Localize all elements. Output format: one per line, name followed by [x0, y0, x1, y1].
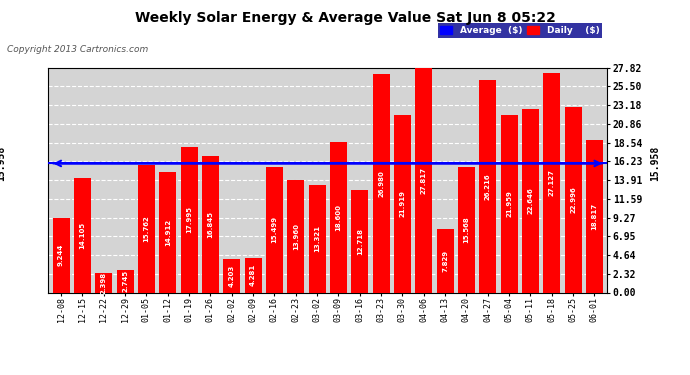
- Text: 4.203: 4.203: [229, 264, 235, 286]
- Bar: [543, 73, 560, 292]
- Text: 18.600: 18.600: [335, 204, 342, 231]
- Text: 14.912: 14.912: [165, 219, 170, 246]
- Bar: [224, 258, 240, 292]
- Bar: [74, 178, 91, 292]
- Text: Weekly Solar Energy & Average Value Sat Jun 8 05:22: Weekly Solar Energy & Average Value Sat …: [135, 11, 555, 25]
- Text: 13.321: 13.321: [314, 225, 320, 252]
- Bar: [415, 68, 432, 292]
- Text: 26.216: 26.216: [485, 173, 491, 200]
- Text: 27.127: 27.127: [549, 170, 555, 196]
- Text: 2.398: 2.398: [101, 272, 107, 294]
- Bar: [351, 190, 368, 292]
- Bar: [244, 258, 262, 292]
- Bar: [266, 167, 283, 292]
- Text: 13.960: 13.960: [293, 222, 299, 249]
- Text: 15.958: 15.958: [0, 146, 6, 181]
- Text: Copyright 2013 Cartronics.com: Copyright 2013 Cartronics.com: [7, 45, 148, 54]
- Text: 2.745: 2.745: [122, 270, 128, 292]
- Bar: [287, 180, 304, 292]
- Text: 12.718: 12.718: [357, 228, 363, 255]
- Text: 18.817: 18.817: [591, 203, 598, 230]
- Text: 21.959: 21.959: [506, 190, 512, 217]
- Text: 15.958: 15.958: [650, 146, 660, 181]
- Text: 9.244: 9.244: [58, 244, 64, 266]
- Text: 15.568: 15.568: [464, 216, 469, 243]
- Bar: [458, 166, 475, 292]
- Text: 4.281: 4.281: [250, 264, 256, 286]
- Bar: [95, 273, 112, 292]
- Bar: [480, 81, 496, 292]
- Text: 21.919: 21.919: [400, 190, 406, 217]
- Bar: [52, 218, 70, 292]
- Text: 16.845: 16.845: [208, 211, 213, 238]
- Text: 15.499: 15.499: [271, 216, 277, 243]
- Bar: [522, 110, 539, 292]
- Bar: [500, 115, 518, 292]
- Bar: [117, 270, 134, 292]
- Bar: [138, 165, 155, 292]
- Bar: [159, 172, 176, 292]
- Bar: [564, 106, 582, 292]
- Legend: Average  ($), Daily    ($): Average ($), Daily ($): [437, 23, 602, 38]
- Bar: [181, 147, 197, 292]
- Text: 26.980: 26.980: [378, 170, 384, 197]
- Text: 15.762: 15.762: [144, 215, 150, 242]
- Text: 22.996: 22.996: [570, 186, 576, 213]
- Bar: [202, 156, 219, 292]
- Text: 7.829: 7.829: [442, 250, 448, 272]
- Text: 27.817: 27.817: [421, 166, 426, 194]
- Bar: [437, 229, 453, 292]
- Text: 17.995: 17.995: [186, 206, 192, 233]
- Bar: [373, 74, 390, 292]
- Bar: [330, 142, 347, 292]
- Bar: [586, 140, 603, 292]
- Bar: [394, 115, 411, 292]
- Text: 22.646: 22.646: [527, 188, 533, 214]
- Text: 14.105: 14.105: [79, 222, 86, 249]
- Bar: [308, 185, 326, 292]
